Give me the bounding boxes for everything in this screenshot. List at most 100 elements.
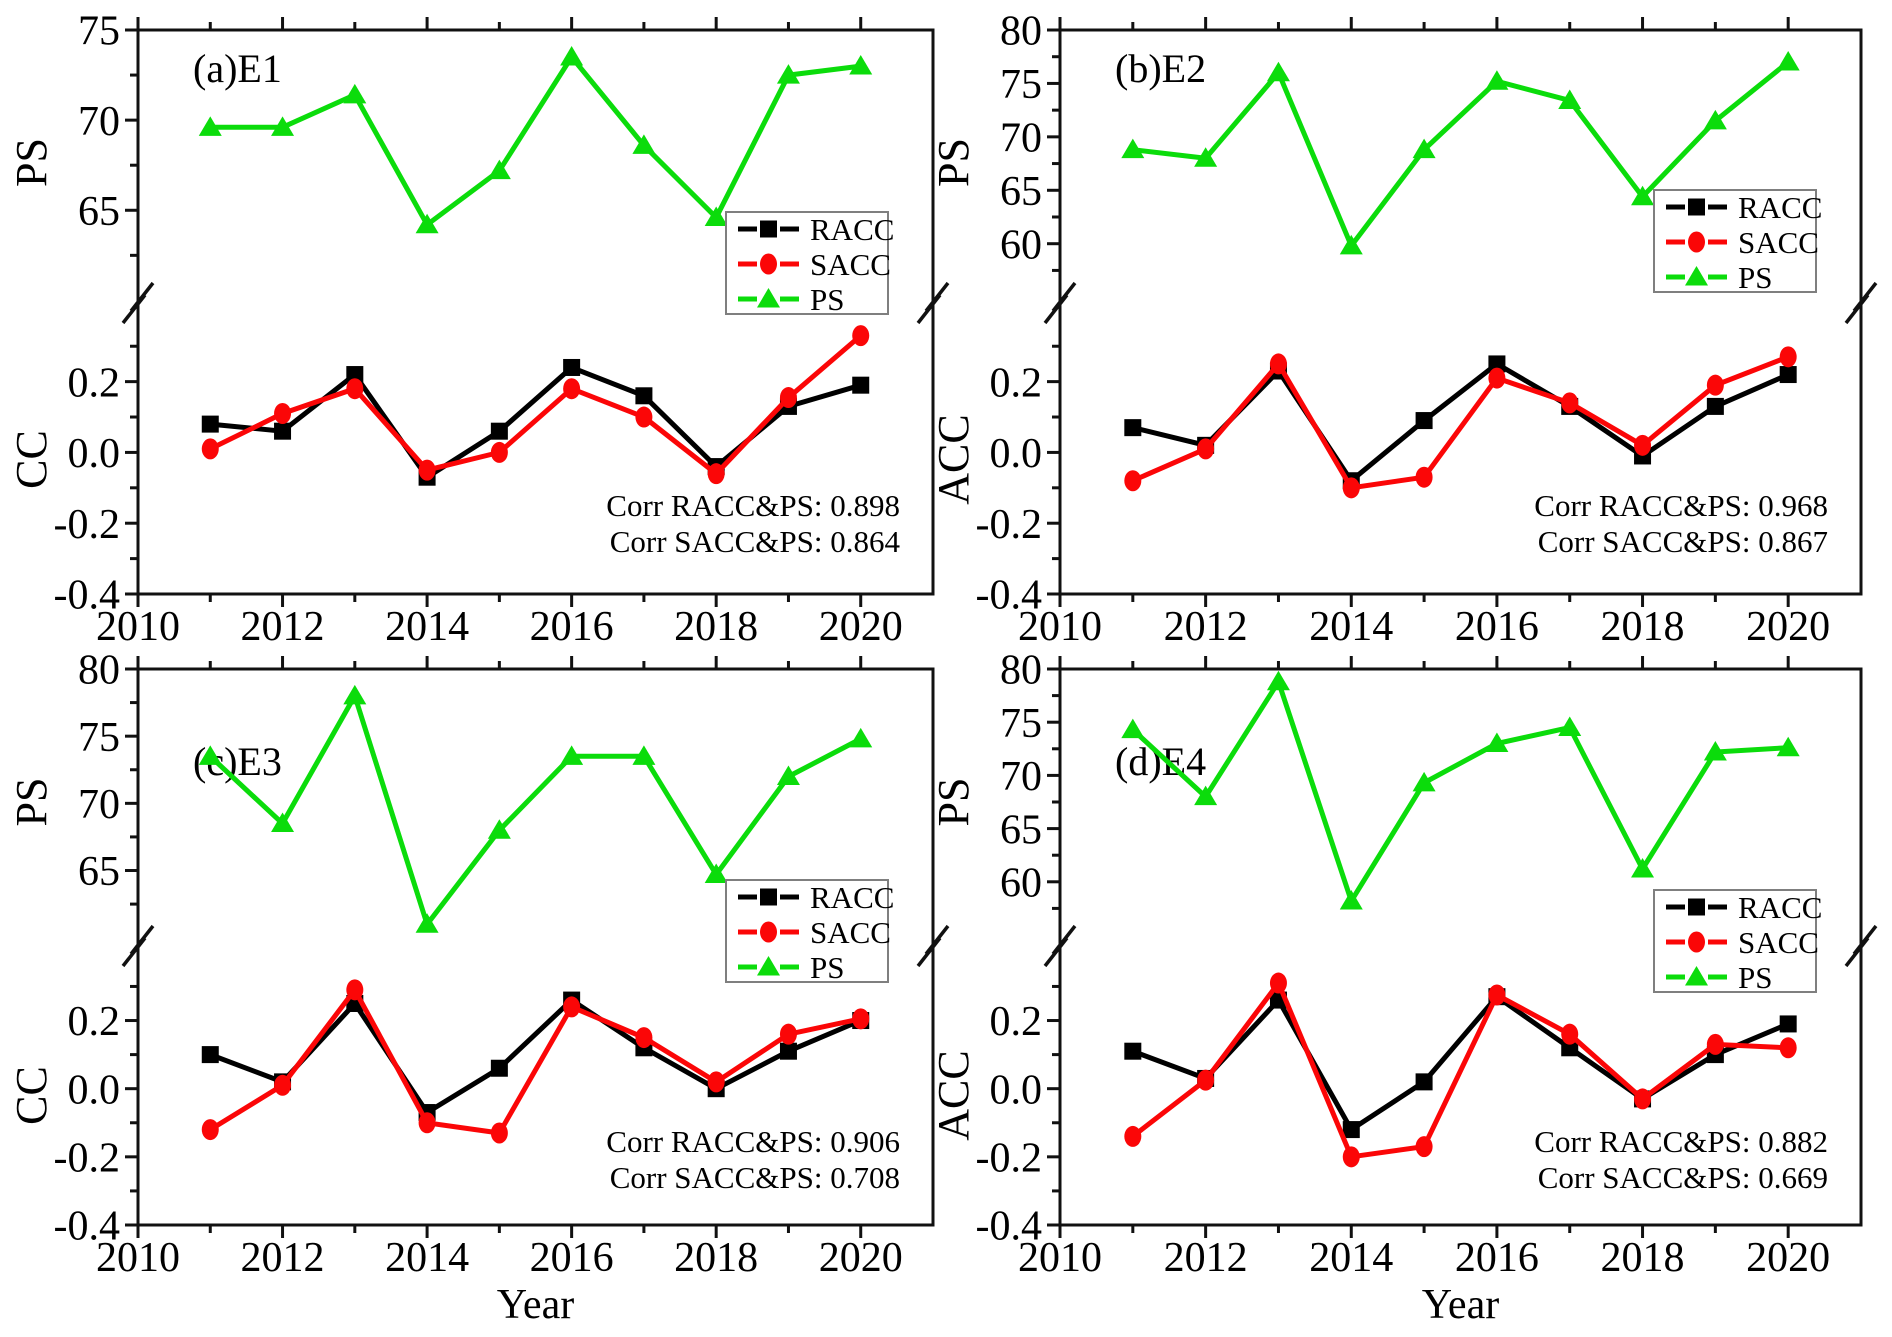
y-tick-label: 70 bbox=[78, 782, 120, 828]
panel-title: (a)E1 bbox=[193, 46, 282, 91]
y-tick-label: 0.2 bbox=[990, 999, 1043, 1045]
ps-line bbox=[210, 52, 862, 229]
sacc-marker bbox=[1342, 1146, 1360, 1168]
legend-item-racc: RACC bbox=[738, 212, 894, 247]
ps-marker bbox=[1485, 732, 1509, 752]
x-tick-label: 2012 bbox=[1164, 604, 1248, 650]
legend-label: PS bbox=[1738, 260, 1772, 295]
corr-annotation: Corr RACC&PS: 0.968 bbox=[1534, 488, 1828, 523]
legend-label: SACC bbox=[810, 247, 891, 282]
y-tick-label: 0.2 bbox=[990, 360, 1043, 406]
sacc-marker bbox=[1561, 1023, 1579, 1045]
y-tick-label: -0.4 bbox=[976, 573, 1043, 619]
y-tick-label: 75 bbox=[78, 715, 120, 761]
axis-break-icon bbox=[1051, 281, 1077, 313]
ps-series bbox=[198, 684, 873, 933]
ps-marker bbox=[343, 684, 367, 705]
y-tick-label: 80 bbox=[78, 648, 120, 694]
ps-marker bbox=[1412, 138, 1436, 159]
ps-marker bbox=[1412, 771, 1436, 792]
ps-marker bbox=[1339, 889, 1363, 910]
axis-break-icon bbox=[129, 924, 155, 956]
axis-break-icon bbox=[924, 924, 950, 956]
y-tick-label: 75 bbox=[78, 9, 120, 55]
sacc-marker bbox=[346, 378, 364, 400]
x-axis-title: Year bbox=[1422, 1282, 1499, 1328]
legend-item-racc: RACC bbox=[1666, 190, 1822, 225]
x-tick-label: 2014 bbox=[1309, 604, 1393, 650]
sacc-line bbox=[208, 985, 862, 1136]
y-tick-label: 75 bbox=[1000, 701, 1042, 747]
ps-marker bbox=[1776, 51, 1800, 71]
racc-marker bbox=[1124, 419, 1142, 437]
ps-marker bbox=[1631, 185, 1655, 206]
legend-label: SACC bbox=[810, 915, 891, 950]
sacc-marker bbox=[1415, 466, 1433, 488]
ps-marker bbox=[1558, 716, 1582, 737]
sacc-marker bbox=[1197, 438, 1215, 460]
sacc-marker bbox=[1779, 1037, 1797, 1059]
panel-title: (b)E2 bbox=[1115, 46, 1206, 91]
panel-a: 2010 2012 2014 2016 2018 2020 75 70 65 0.2 0.0 -0.2… bbox=[7, 9, 950, 650]
legend-marker bbox=[1688, 198, 1705, 216]
x-tick-label: 2018 bbox=[1601, 604, 1685, 650]
y-tick-label: 60 bbox=[1000, 861, 1042, 907]
legend-label: PS bbox=[810, 950, 844, 985]
legend-label: PS bbox=[810, 282, 844, 317]
legend-item-ps: PS bbox=[738, 282, 844, 317]
y-tick-label: 65 bbox=[78, 189, 120, 235]
racc-line bbox=[209, 996, 862, 1116]
sacc-marker bbox=[490, 1122, 508, 1144]
top-y-axis-title: PS bbox=[929, 138, 978, 187]
legend-marker bbox=[757, 956, 780, 976]
ps-marker bbox=[704, 206, 728, 226]
legend-label: SACC bbox=[1738, 225, 1819, 260]
ps-series bbox=[1121, 670, 1800, 910]
sacc-marker bbox=[418, 1112, 436, 1134]
x-tick-label: 2020 bbox=[819, 604, 903, 650]
x-tick-label: 2014 bbox=[385, 604, 469, 650]
x-tick-label: 2014 bbox=[385, 1235, 469, 1281]
ps-marker bbox=[1339, 234, 1363, 255]
ps-marker bbox=[198, 745, 222, 765]
y-tick-label: 65 bbox=[1000, 169, 1042, 215]
racc-series bbox=[1124, 988, 1797, 1139]
legend-item-sacc: SACC bbox=[1666, 225, 1819, 260]
racc-marker bbox=[1561, 1039, 1579, 1057]
panel-c: 2010 2012 2014 2016 2018 2020 80 75 70 65 0.2 0.0 -0… bbox=[7, 648, 950, 1328]
sacc-marker bbox=[1342, 477, 1360, 499]
legend-label: SACC bbox=[1738, 925, 1819, 960]
legend-item-ps: PS bbox=[738, 950, 844, 985]
y-tick-label: 65 bbox=[78, 849, 120, 895]
y-tick-label: 0.0 bbox=[990, 1067, 1043, 1113]
ps-marker bbox=[271, 812, 295, 832]
legend-marker bbox=[1688, 898, 1705, 916]
sacc-marker bbox=[201, 438, 219, 460]
ps-marker bbox=[1485, 70, 1509, 90]
x-tick-label: 2010 bbox=[1018, 1235, 1102, 1281]
legend-marker bbox=[1688, 231, 1705, 253]
ps-marker bbox=[343, 83, 367, 104]
legend-item-ps: PS bbox=[1666, 960, 1772, 995]
legend-marker bbox=[1688, 931, 1705, 953]
ps-marker bbox=[487, 159, 511, 180]
y-tick-label: -0.4 bbox=[54, 573, 121, 619]
corr-annotation: Corr SACC&PS: 0.867 bbox=[1538, 524, 1828, 559]
x-tick-label: 2018 bbox=[674, 1235, 758, 1281]
x-tick-label: 2016 bbox=[1455, 1235, 1539, 1281]
sacc-marker bbox=[1415, 1136, 1433, 1158]
legend-marker bbox=[760, 220, 777, 238]
y-tick-label: 0.0 bbox=[990, 431, 1043, 477]
ps-marker bbox=[632, 745, 656, 765]
legend-item-ps: PS bbox=[1666, 260, 1772, 295]
top-y-axis-title: PS bbox=[929, 778, 978, 827]
ps-line bbox=[1131, 676, 1789, 907]
racc-marker bbox=[1342, 1121, 1360, 1139]
x-axis-title: Year bbox=[497, 1282, 574, 1328]
corr-annotation: Corr SACC&PS: 0.864 bbox=[610, 524, 901, 559]
ps-marker bbox=[271, 116, 295, 136]
ps-marker bbox=[415, 213, 439, 234]
